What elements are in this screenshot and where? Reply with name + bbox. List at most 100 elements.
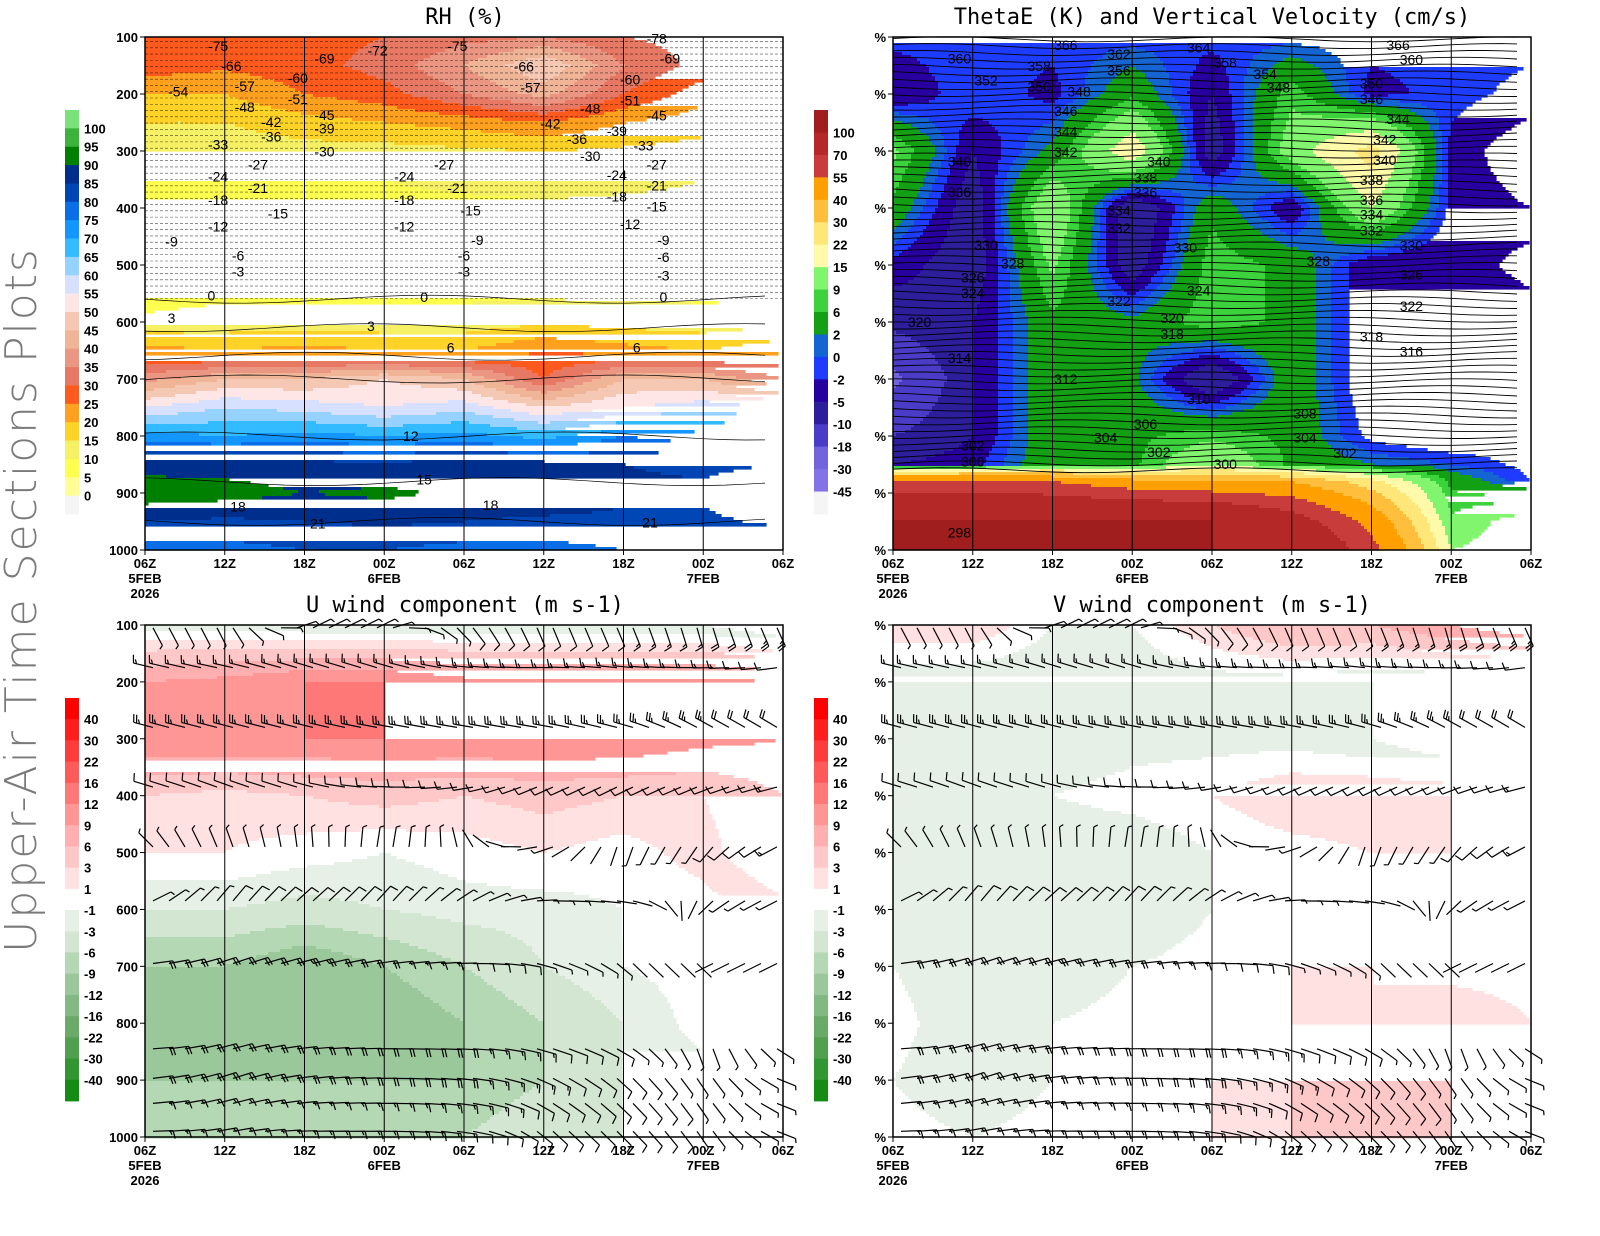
thetae-fill-cell [1430,523,1443,527]
rh-fill-cell [694,400,710,404]
thetae-fill-cell [893,460,912,464]
u-wind-fill-cell [145,676,218,680]
thetae-fill-cell [893,214,906,218]
thetae-fill-cell [1169,238,1179,242]
thetae-fill-cell [1097,244,1107,248]
thetae-fill-cell [1145,355,1173,359]
thetae-fill-cell [1181,106,1191,110]
thetae-fill-cell [1184,316,1266,320]
rh-fill-cell [322,139,680,143]
thetae-fill-cell [1163,262,1173,266]
colorbar-box [814,154,828,178]
v-wind-fill-cell [893,772,1116,776]
thetae-fill-cell [998,277,1011,281]
rh-fill-cell [556,436,617,440]
thetae-fill-cell [1448,136,1497,140]
thetae-fill-cell [1169,82,1191,86]
thetae-fill-cell [1334,490,1377,494]
thetae-fill-cell [1223,241,1281,245]
thetae-fill-cell [893,205,912,209]
contour-label: 336 [1134,184,1158,200]
u-wind-fill-cell [523,808,566,812]
thetae-fill-cell [1232,160,1245,164]
u-wind-fill-cell [610,1009,674,1013]
colorbar-box [814,994,828,1017]
thetae-fill-cell [1091,496,1296,500]
thetae-fill-cell [1079,217,1095,221]
thetae-fill-cell [1259,322,1317,326]
v-wind-fill-cell [1160,649,1224,653]
thetae-fill-cell [1007,202,1023,206]
u-wind-fill-cell [145,985,413,989]
rh-fill-cell [346,61,419,65]
u-wind-fill-cell [145,871,272,875]
thetae-fill-cell [1253,148,1269,152]
thetae-fill-cell [1256,163,1281,167]
colorbar-label: 15 [84,434,98,449]
thetae-fill-cell [1067,118,1095,122]
v-wind-fill-cell [1103,808,1236,812]
thetae-fill-cell [893,61,921,65]
thetae-fill-cell [893,439,969,443]
thetae-fill-cell [1388,214,1404,218]
colorbar-box [814,1037,828,1059]
thetae-fill-cell [1010,301,1023,305]
u-wind-fill-cell [601,898,725,902]
thetae-fill-cell [1145,448,1185,452]
rh-fill-cell [145,481,251,485]
thetae-fill-cell [974,382,999,386]
thetae-fill-cell [974,385,999,389]
thetae-fill-cell [1331,202,1344,206]
thetae-fill-cell [1205,121,1221,125]
v-wind-fill-cell [908,1054,1053,1058]
thetae-fill-cell [1331,190,1359,194]
thetae-fill-cell [1274,157,1290,161]
thetae-fill-cell [1184,394,1236,398]
rh-fill-cell [442,376,485,380]
thetae-fill-cell [1406,472,1428,476]
rh-fill-cell [550,514,722,518]
u-wind-fill-cell [145,928,266,932]
v-wind-fill-cell [1367,850,1452,854]
thetae-fill-cell [1058,130,1083,134]
thetae-fill-cell [1334,532,1371,536]
u-wind-fill-cell [586,841,647,845]
thetae-fill-cell [1316,145,1368,149]
thetae-fill-cell [1409,457,1491,461]
v-wind-fill-cell [1148,763,1407,767]
isentrope-line [892,316,1518,323]
thetae-fill-cell [1259,52,1332,56]
thetae-fill-cell [1391,520,1413,524]
thetae-fill-cell [1070,196,1086,200]
u-wind-fill-cell [313,796,458,800]
thetae-fill-cell [974,319,999,323]
thetae-fill-cell [932,184,945,188]
thetae-fill-cell [1436,151,1443,155]
thetae-fill-cell [1055,70,1089,74]
v-wind-fill-cell [1292,985,1458,989]
thetae-fill-cell [1022,208,1032,212]
v-wind-fill-cell [1091,805,1230,809]
thetae-fill-cell [1112,202,1125,206]
u-wind-fill-cell [424,994,506,998]
u-wind-fill-cell [454,1015,536,1019]
thetae-fill-cell [998,301,1011,305]
y-tick-label: 800 [116,1016,138,1031]
thetae-fill-cell [1100,220,1107,224]
thetae-fill-cell [1295,481,1350,485]
thetae-fill-cell [1013,373,1029,377]
thetae-fill-cell [1139,313,1188,317]
thetae-fill-cell [1085,145,1116,149]
thetae-fill-cell [1094,211,1101,215]
v-wind-fill-cell [911,1000,1098,1004]
rh-fill-cell [406,184,683,188]
thetae-fill-cell [1442,142,1449,146]
thetae-fill-cell [893,121,903,125]
u-wind-fill-cell [145,937,389,941]
thetae-fill-cell [1184,217,1194,221]
thetae-fill-cell [893,67,930,71]
v-wind-fill-cell [1178,658,1284,662]
thetae-fill-cell [1115,145,1146,149]
thetae-fill-cell [1316,286,1332,290]
isentrope-line [892,173,1518,180]
